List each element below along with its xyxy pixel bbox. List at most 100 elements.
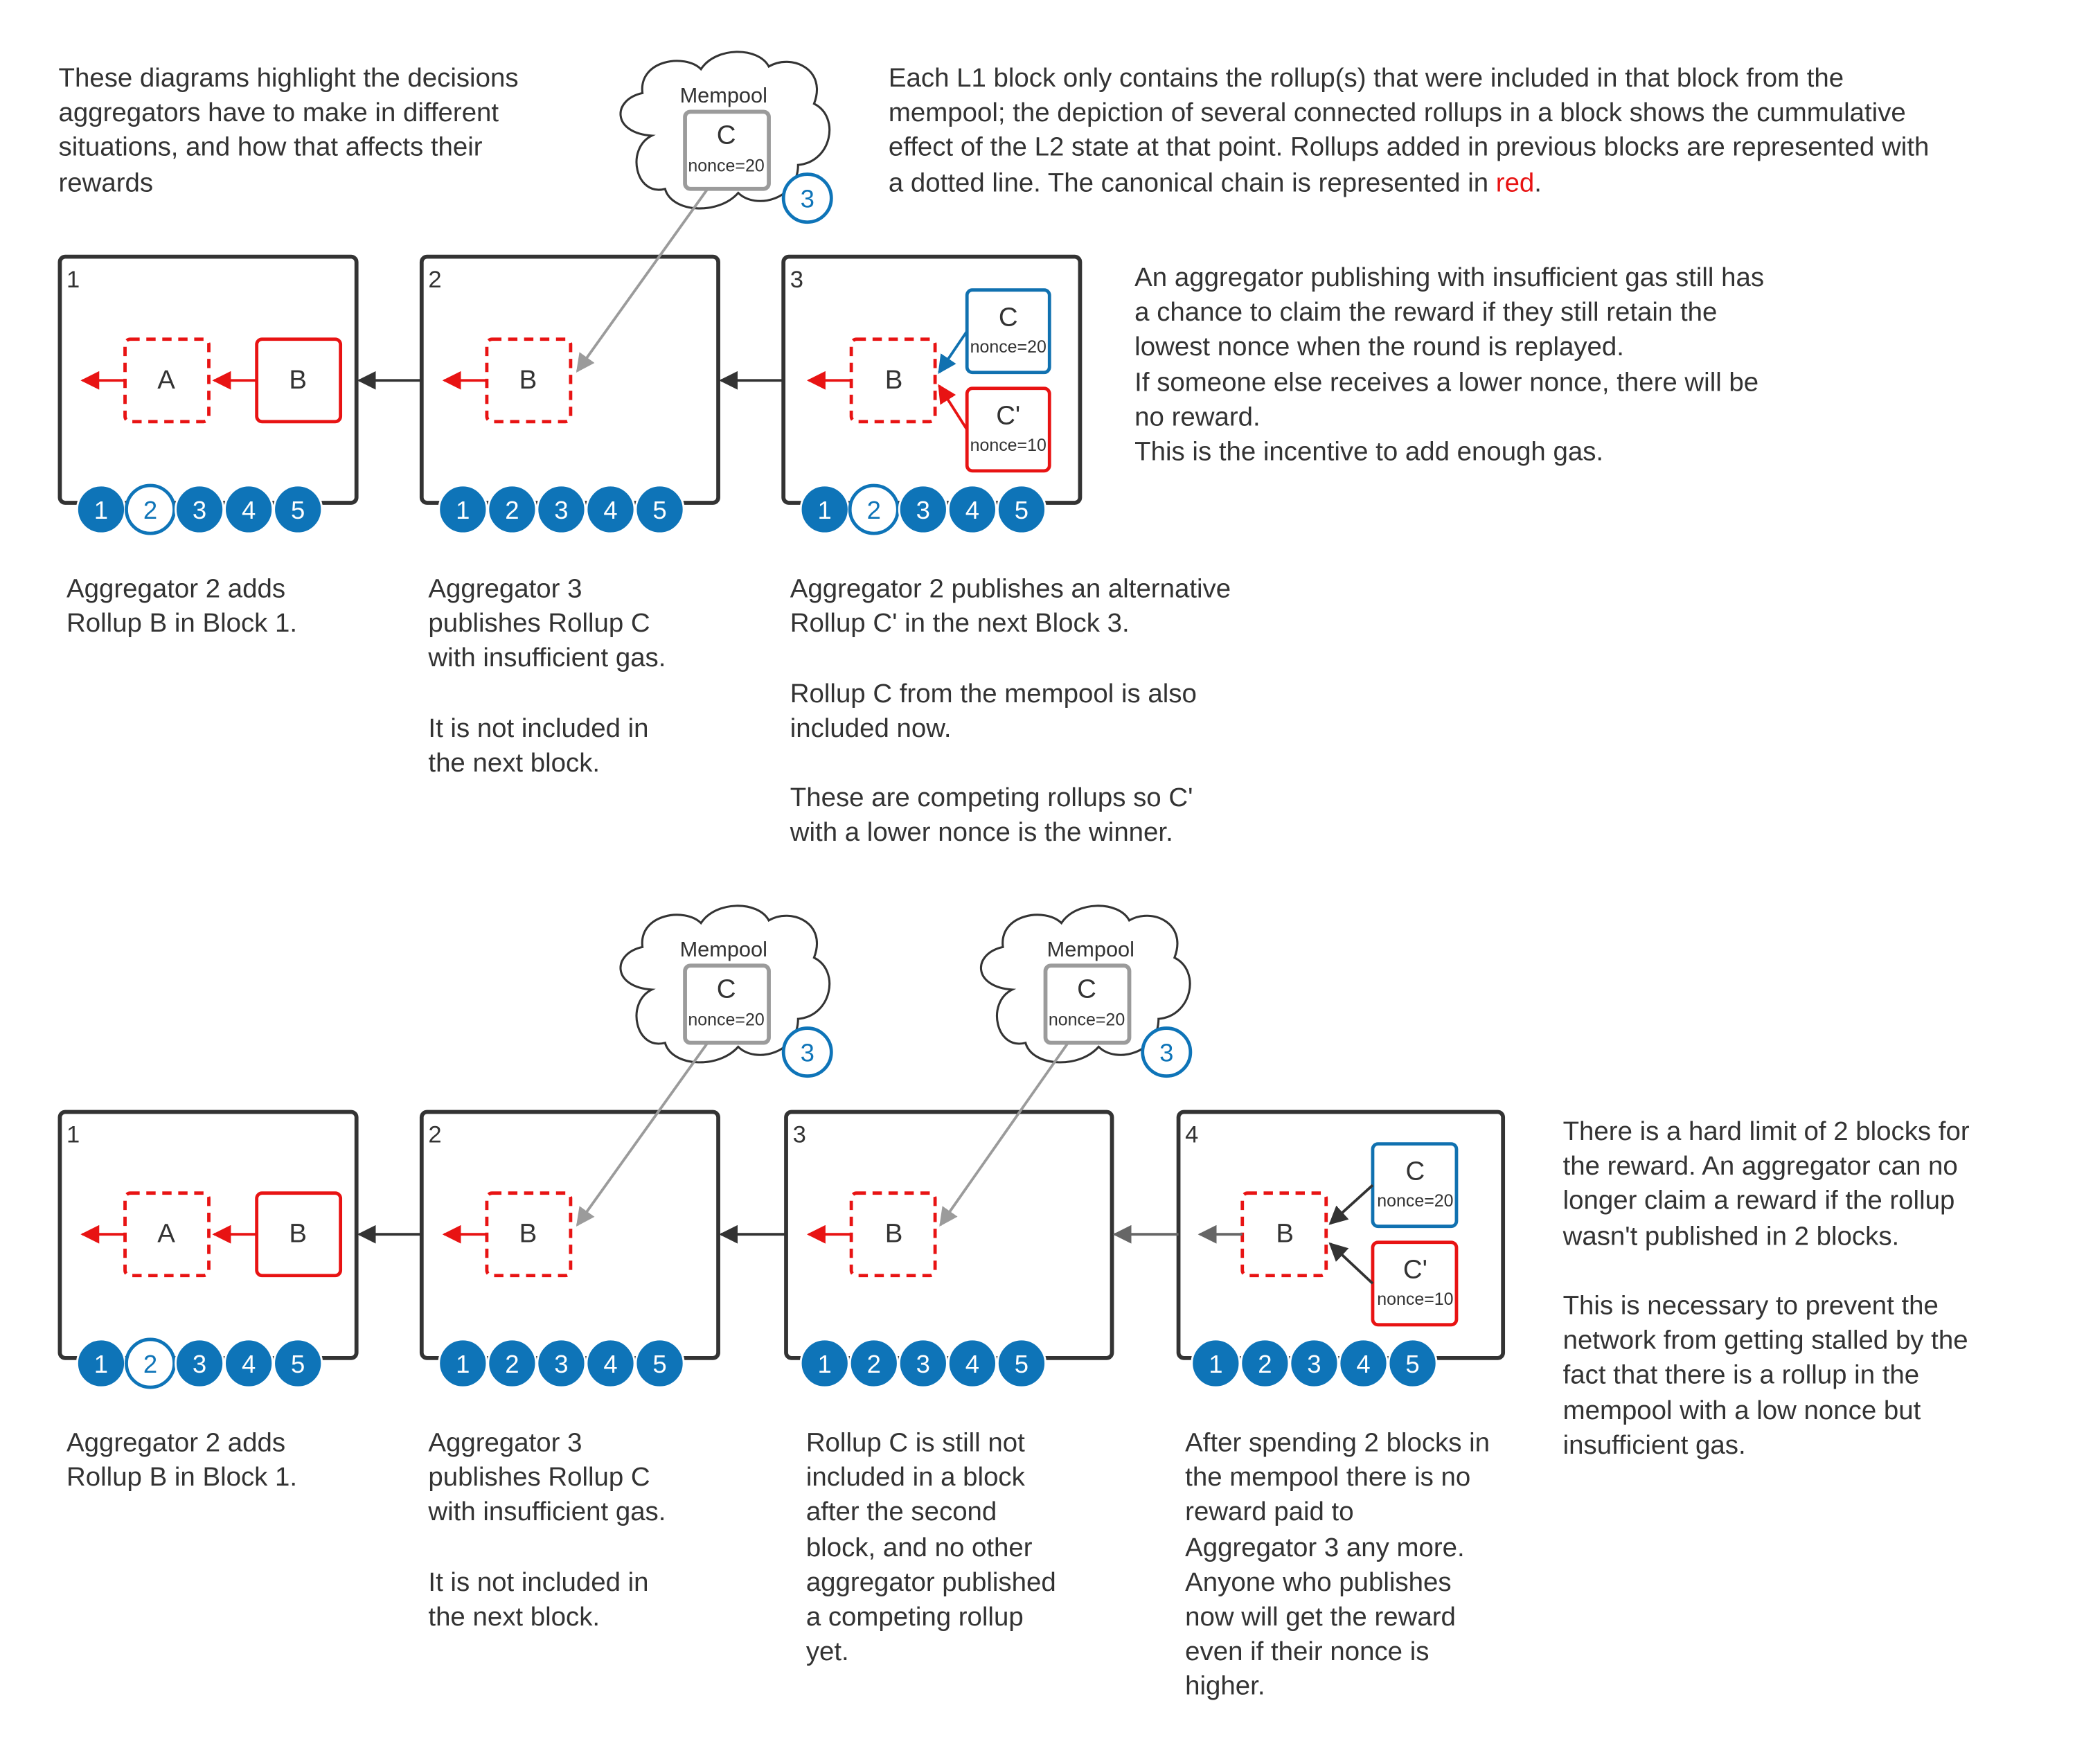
aggregator-dot-label: 5	[1015, 496, 1028, 524]
rollup-name: C	[999, 303, 1018, 332]
mempool-rollup-name: C	[717, 974, 736, 1004]
aggregator-dot-label: 1	[1209, 1350, 1222, 1378]
rollup-name: C	[1406, 1156, 1425, 1186]
aggregator-dot	[273, 1338, 323, 1389]
aggregator-dot	[175, 1338, 225, 1389]
caption-block-1: Aggregator 2 adds Rollup B in Block 1.	[66, 574, 298, 639]
block-number: 1	[66, 1122, 80, 1148]
aggregator-dot	[996, 484, 1047, 535]
aggregator-dot-label: 5	[291, 1350, 305, 1378]
aggregator-dot	[848, 1338, 899, 1389]
rollup-name: B	[289, 1219, 307, 1249]
aggregator-dot	[947, 484, 997, 535]
aggregator-dot	[487, 1338, 537, 1389]
rollup-name: B	[289, 365, 307, 395]
block-2: 2 B	[419, 254, 720, 505]
block-3: 3 B	[784, 1110, 1114, 1360]
rollup-name: C'	[996, 401, 1020, 431]
aggregator-dot	[1387, 1338, 1438, 1389]
aggregator-dot-label: 5	[1015, 1350, 1028, 1378]
mempool-cloud: Mempool C nonce=20 3	[619, 51, 833, 224]
aggregator-dot-label: 3	[193, 1350, 206, 1378]
block-number: 1	[66, 267, 80, 293]
aggregator-dots: 1 2 3 4 5	[1191, 1338, 1438, 1389]
block-4: 4 B C nonce=20 C' nonce=10	[1176, 1110, 1506, 1360]
aggregator-dot-label: 4	[242, 496, 256, 524]
block-number: 4	[1185, 1122, 1198, 1148]
mempool-rollup-box	[1043, 963, 1132, 1045]
rollup-link-arrow	[938, 330, 968, 374]
aggregator-dot-label: 1	[456, 496, 470, 524]
aggregator-dots: 1 2 3 4 5	[799, 1338, 1047, 1389]
aggregator-dots: 1 2 3 4 5	[75, 483, 323, 535]
block-1: 1 A B	[57, 254, 359, 505]
aggregator-dot-label: 4	[603, 496, 617, 524]
mempool-rollup-box	[683, 109, 771, 191]
caption-block-3: Rollup C is still not included in a bloc…	[805, 1428, 1056, 1667]
mempool-rollup-nonce: nonce=20	[688, 1010, 764, 1030]
scenario-2: Mempool C nonce=20 3 Mempool C nonce=20 …	[57, 905, 1506, 1389]
aggregator-dot-label: 1	[818, 1350, 832, 1378]
aggregator-dot-active	[125, 1337, 176, 1389]
aggregator-dot	[996, 1338, 1047, 1389]
rollup-name: C'	[1403, 1255, 1427, 1285]
aggregator-marker	[781, 172, 833, 224]
aggregator-dot-label: 4	[965, 496, 979, 524]
mempool-submit-arrow	[576, 1042, 709, 1227]
mempool-submit-arrow	[939, 1042, 1069, 1227]
aggregator-dot-label: 2	[867, 1350, 881, 1378]
rollup-name: A	[157, 1219, 175, 1249]
aggregator-dot-label: 2	[143, 1350, 157, 1378]
block-number: 3	[793, 1122, 806, 1148]
block-number: 2	[428, 267, 441, 293]
aggregator-dot	[273, 484, 323, 535]
mempool-rollup-nonce: nonce=20	[1049, 1010, 1125, 1030]
aggregator-dot-label: 5	[652, 496, 666, 524]
aggregator-dot-label: 2	[505, 496, 519, 524]
aggregator-dot-label: 1	[456, 1350, 470, 1378]
aggregator-dot-active	[125, 483, 176, 535]
aggregator-dot-label: 2	[1258, 1350, 1272, 1378]
aggregator-marker	[1141, 1026, 1193, 1078]
aggregator-dot-label: 1	[94, 1350, 108, 1378]
aggregator-dots: 1 2 3 4 5	[438, 484, 685, 535]
aggregator-dot	[634, 484, 685, 535]
aggregator-dot	[536, 484, 587, 535]
rollup-nonce: nonce=20	[970, 337, 1047, 357]
aggregator-marker	[781, 1026, 833, 1078]
aggregator-dot	[1240, 1338, 1290, 1389]
rollup-name: B	[885, 365, 903, 395]
rollup-nonce: nonce=10	[1377, 1290, 1453, 1309]
rollup-link-arrow	[1328, 1242, 1374, 1285]
aggregator-dot	[1338, 1338, 1389, 1389]
caption-block-2: Aggregator 3 publishes Rollup C with ins…	[428, 574, 666, 778]
aggregator-dot-label: 3	[916, 496, 930, 524]
block-3: 3 B C nonce=20 C' nonce=10	[781, 254, 1083, 505]
aggregator-dot-label: 3	[1307, 1350, 1321, 1378]
rollup-name: B	[519, 365, 537, 395]
aggregator-marker-number: 3	[801, 1039, 814, 1067]
aggregator-dot-label: 2	[143, 496, 157, 524]
caption-block-1: Aggregator 2 adds Rollup B in Block 1.	[66, 1428, 298, 1493]
intro-note: These diagrams highlight the decisions a…	[58, 64, 519, 198]
rollup-name: A	[157, 365, 175, 395]
mempool-cloud: Mempool C nonce=20 3	[619, 905, 833, 1078]
aggregator-dot	[799, 1338, 850, 1389]
aggregator-dot-label: 4	[965, 1350, 979, 1378]
block-number: 3	[790, 267, 803, 293]
block-number: 2	[428, 1122, 441, 1148]
rollup-nonce: nonce=20	[1377, 1191, 1453, 1211]
aggregator-dot	[224, 484, 274, 535]
aggregator-dots: 1 2 3 4 5	[438, 1338, 685, 1389]
legend-red-word: red	[1495, 168, 1535, 198]
aggregator-dot	[438, 1338, 488, 1389]
mempool-cloud: Mempool C nonce=20 3	[979, 905, 1193, 1078]
aggregator-dot	[947, 1338, 997, 1389]
caption-block-2: Aggregator 3 publishes Rollup C with ins…	[428, 1428, 666, 1632]
aggregator-dot-label: 4	[603, 1350, 617, 1378]
aggregator-dot-label: 3	[193, 496, 206, 524]
aggregator-dot	[487, 484, 537, 535]
mempool-submit-arrow	[576, 188, 709, 373]
